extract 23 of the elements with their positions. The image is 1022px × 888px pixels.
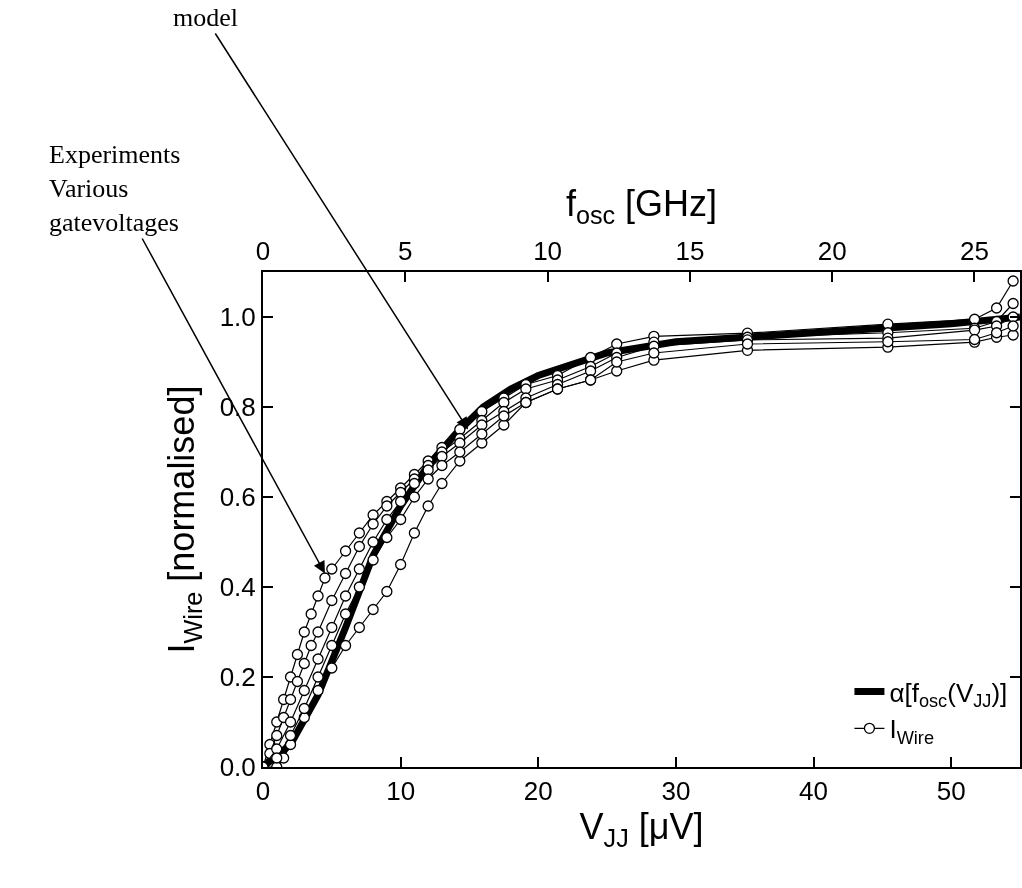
x-axis-title: V$_{JJ}$ [μV]: [579, 806, 704, 852]
annotation: model: [173, 3, 238, 32]
y-tick-label: 0.6: [219, 482, 256, 513]
x-tick-label: 30: [661, 776, 691, 807]
y-tick-label: 0.2: [219, 662, 256, 693]
x2-tick-label: 5: [398, 235, 413, 266]
annotation: Experiments Various gatevoltages: [49, 140, 181, 237]
x-tick-label: 20: [523, 776, 553, 807]
x2-tick-label: 15: [675, 235, 705, 266]
x2-axis-title: f$_{osc}$ [GHz]: [565, 183, 718, 229]
legend-label: I$_{Wire}$: [889, 714, 935, 748]
x2-tick-label: 0: [255, 235, 271, 266]
x2-tick-label: 20: [817, 235, 847, 266]
y-tick-label: 1.0: [219, 302, 256, 333]
legend-label: α[f$_{osc}$(V$_{JJ}$)]: [889, 677, 1008, 712]
x2-tick-label: 10: [533, 235, 563, 266]
x-tick-label: 0: [255, 776, 271, 807]
x-tick-label: 40: [799, 776, 829, 807]
x-tick-label: 50: [936, 776, 966, 807]
x2-tick-label: 25: [960, 235, 989, 266]
y-tick-label: 0.4: [219, 572, 256, 603]
x-tick-label: 10: [386, 776, 416, 807]
y-tick-label: 0.0: [219, 752, 256, 783]
